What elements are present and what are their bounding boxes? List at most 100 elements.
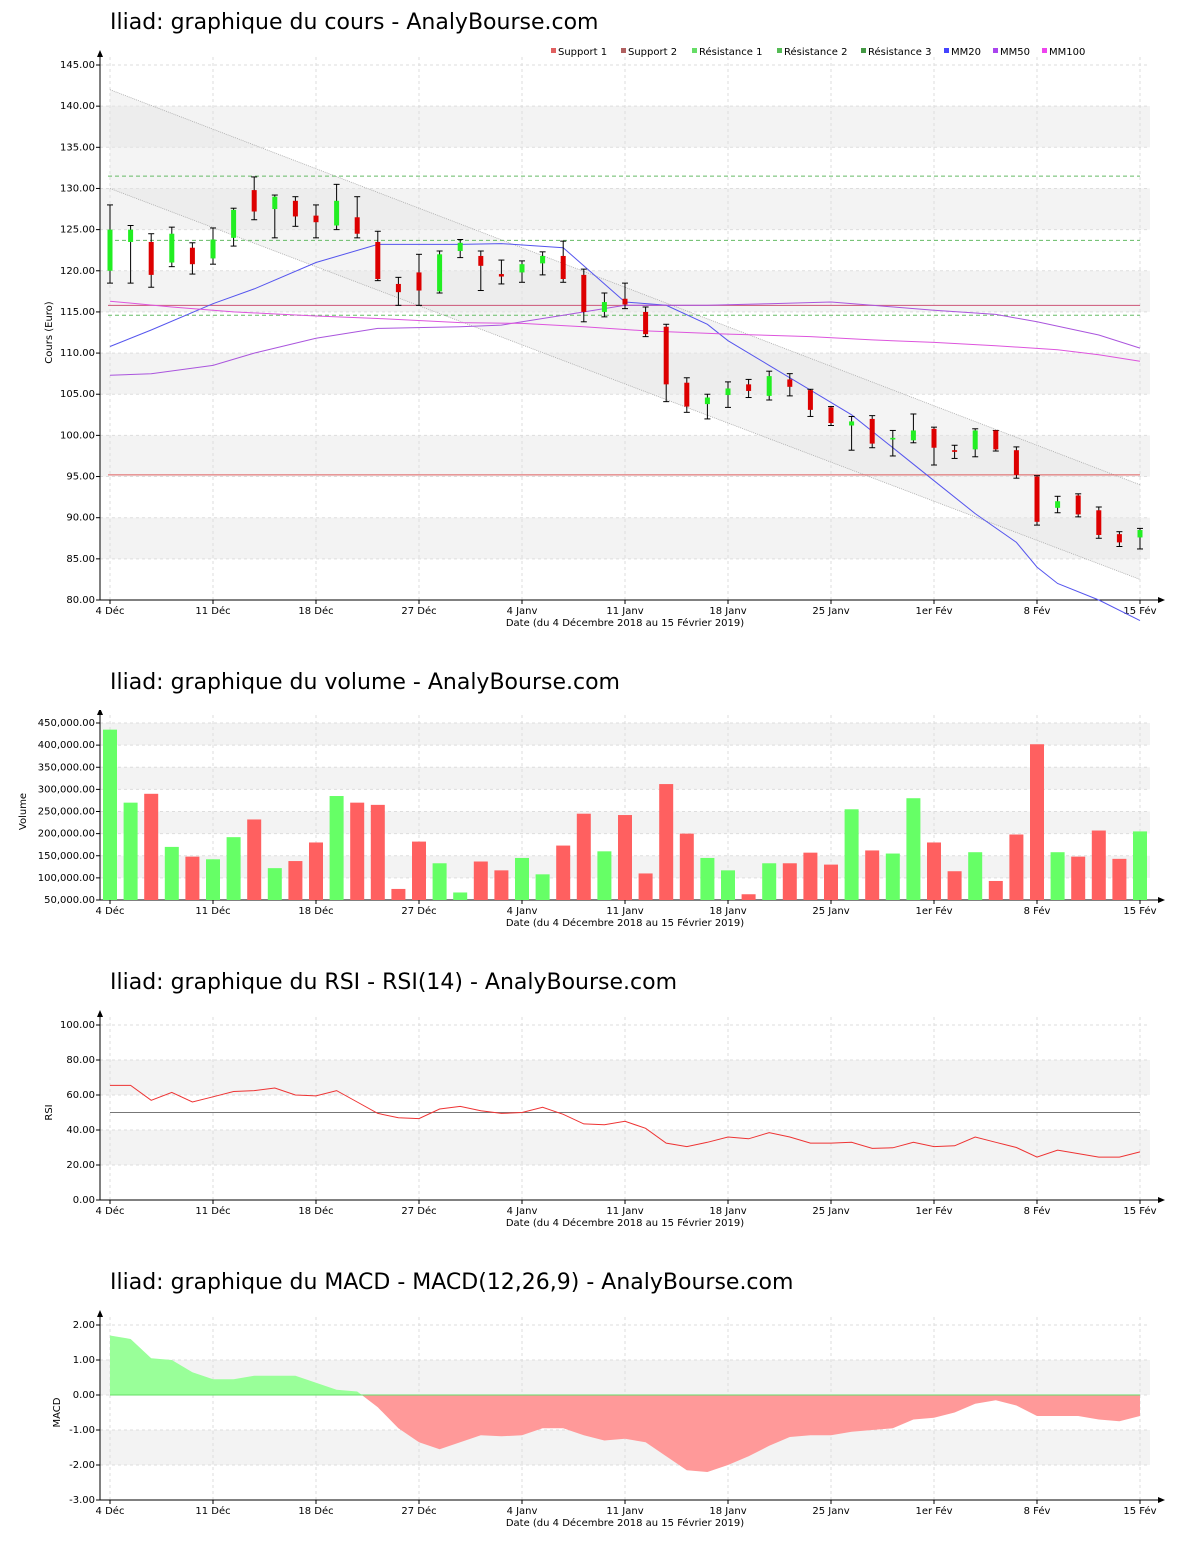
volume-bar [432,863,447,900]
legend-label: Support 2 [628,47,677,58]
y-tick-label: 150,000.00 [38,851,95,862]
legend-label: MM20 [951,47,981,58]
x-tick-label: 25 Janv [812,606,849,617]
x-tick-label: 25 Janv [812,1206,849,1217]
y-tick-label: 145.00 [60,60,95,71]
candle [992,429,999,452]
volume-bar [1112,858,1127,900]
volume-bar [494,870,509,900]
candle-body [828,407,834,424]
x-tick-label: 8 Fév [1024,605,1051,617]
y-tick-label: 20.00 [66,1160,95,1171]
y-tick-label: 0.00 [73,1195,95,1206]
candle-body [519,264,525,273]
volume-bar [741,894,756,900]
y-tick-label: 100.00 [60,1020,95,1031]
y-axis-arrow [97,710,103,715]
candle-body [210,239,216,259]
candle-body [498,274,504,277]
volume-bar [1133,831,1147,900]
x-axis-arrow [1158,597,1165,603]
candle [848,415,855,451]
x-tick-label: 15 Fév [1123,605,1156,617]
x-axis-arrow [1158,897,1165,903]
candle-body [704,397,710,405]
volume-bar [535,874,550,900]
volume-bar [824,864,838,900]
volume-bar [762,863,777,900]
candle [972,428,979,458]
candle [642,306,649,338]
volume-bar [927,842,941,900]
candle [786,373,793,397]
legend-swatch [621,48,626,53]
candle [168,226,175,268]
candle [416,253,422,306]
volume-bar [1030,744,1044,900]
x-tick-label: 1er Fév [915,1505,952,1517]
legend-swatch [1042,48,1047,53]
candle-body [849,421,855,426]
candle [663,323,670,403]
volume-bar [453,892,468,900]
volume-bar [123,802,138,900]
candle-body [1034,476,1040,522]
candle-body [148,241,154,275]
volume-bar [844,809,859,900]
x-tick-label: 11 Déc [195,1205,230,1217]
candle-body [601,302,607,312]
candle [539,251,546,276]
candle-body [128,229,134,242]
candle [889,429,896,457]
candle [745,378,752,399]
x-tick-label: 11 Janv [606,606,643,617]
candle-body [334,200,340,226]
candle-body [1116,534,1122,543]
volume-bar [288,861,303,900]
candle-body [910,430,916,441]
moving-average-mm20 [109,243,1141,622]
candle [271,194,278,239]
candle-body [581,274,587,312]
y-tick-label: 60.00 [66,1090,95,1101]
volume-bar [885,853,900,900]
candle-body [478,255,484,266]
y-tick-label: 1.00 [73,1355,95,1366]
volume-bar [968,852,983,900]
volume-bar [247,819,262,900]
candle [436,250,443,294]
legend-swatch [993,48,998,53]
y-tick-label: 200,000.00 [38,829,95,840]
x-tick-label: 18 Déc [298,1205,333,1217]
x-axis-label: Date (du 4 Décembre 2018 au 15 Février 2… [506,917,744,929]
volume-bar [618,815,632,900]
price-chart-title: Iliad: graphique du cours - AnalyBourse.… [110,10,599,35]
x-tick-label: 27 Déc [401,905,436,917]
y-tick-label: 140.00 [60,101,95,112]
volume-bar [988,880,1003,900]
candle-body [272,196,278,210]
volume-bar [103,729,117,900]
rsi-chart-title: Iliad: graphique du RSI - RSI(14) - Anal… [110,970,678,995]
y-tick-label: 250,000.00 [38,807,95,818]
volume-bar [185,856,200,900]
candle [931,426,937,466]
candle-body [746,384,752,391]
y-tick-label: 100.00 [60,430,95,441]
candle [580,268,587,323]
candle [807,388,814,417]
x-tick-label: 11 Janv [606,1206,643,1217]
x-tick-label: 4 Janv [507,606,538,617]
x-tick-label: 4 Déc [96,1205,125,1217]
volume-bar [329,796,344,900]
candle [1075,493,1082,518]
y-tick-label: 125.00 [60,225,95,236]
volume-bar [144,793,159,900]
y-tick-label: 400,000.00 [38,740,95,751]
candle-body [313,215,319,223]
candle-body [292,200,298,217]
candle [766,370,773,401]
volume-bar [370,804,385,900]
candle-body [540,255,546,264]
candle-body [663,326,669,385]
